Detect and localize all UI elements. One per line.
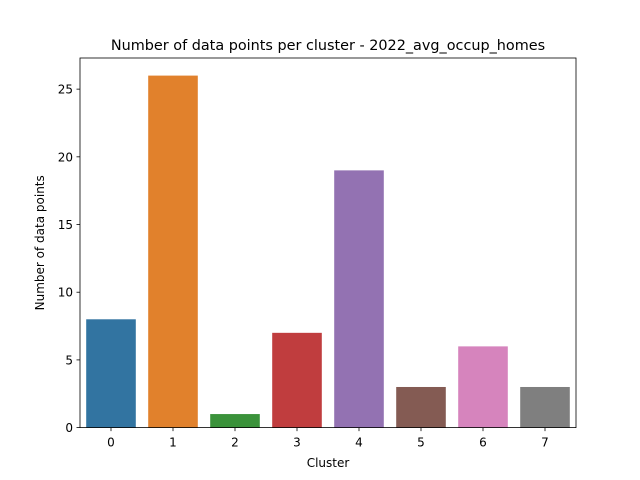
x-tick-label: 4 xyxy=(355,436,363,450)
x-tick-label: 6 xyxy=(479,436,487,450)
y-tick-label: 15 xyxy=(58,218,73,232)
bar-cluster-2 xyxy=(210,414,260,428)
y-axis-ticks: 0 5 10 15 20 25 xyxy=(58,83,80,435)
y-tick-label: 25 xyxy=(58,83,73,97)
bar-cluster-5 xyxy=(396,386,446,428)
x-tick-label: 3 xyxy=(293,436,301,450)
y-axis-label: Number of data points xyxy=(33,175,47,310)
chart-title: Number of data points per cluster - 2022… xyxy=(111,38,545,54)
x-axis-ticks: 0 1 2 3 4 5 6 7 xyxy=(107,427,549,450)
x-tick-label: 2 xyxy=(231,436,239,450)
y-tick-label: 20 xyxy=(58,150,73,164)
bar-cluster-7 xyxy=(520,386,570,428)
x-tick-label: 0 xyxy=(107,436,115,450)
x-tick-label: 5 xyxy=(417,436,425,450)
bar-cluster-6 xyxy=(458,346,508,428)
x-tick-label: 7 xyxy=(541,436,549,450)
y-tick-label: 0 xyxy=(65,421,73,435)
bar-cluster-1 xyxy=(148,75,198,428)
bar-cluster-4 xyxy=(334,170,384,428)
bar-cluster-0 xyxy=(86,319,136,428)
bars-group xyxy=(86,75,570,428)
y-tick-label: 10 xyxy=(58,286,73,300)
bar-cluster-3 xyxy=(272,332,322,428)
y-tick-label: 5 xyxy=(65,353,73,367)
x-tick-label: 1 xyxy=(169,436,177,450)
x-axis-label: Cluster xyxy=(307,456,350,470)
plot-frame xyxy=(79,57,577,429)
